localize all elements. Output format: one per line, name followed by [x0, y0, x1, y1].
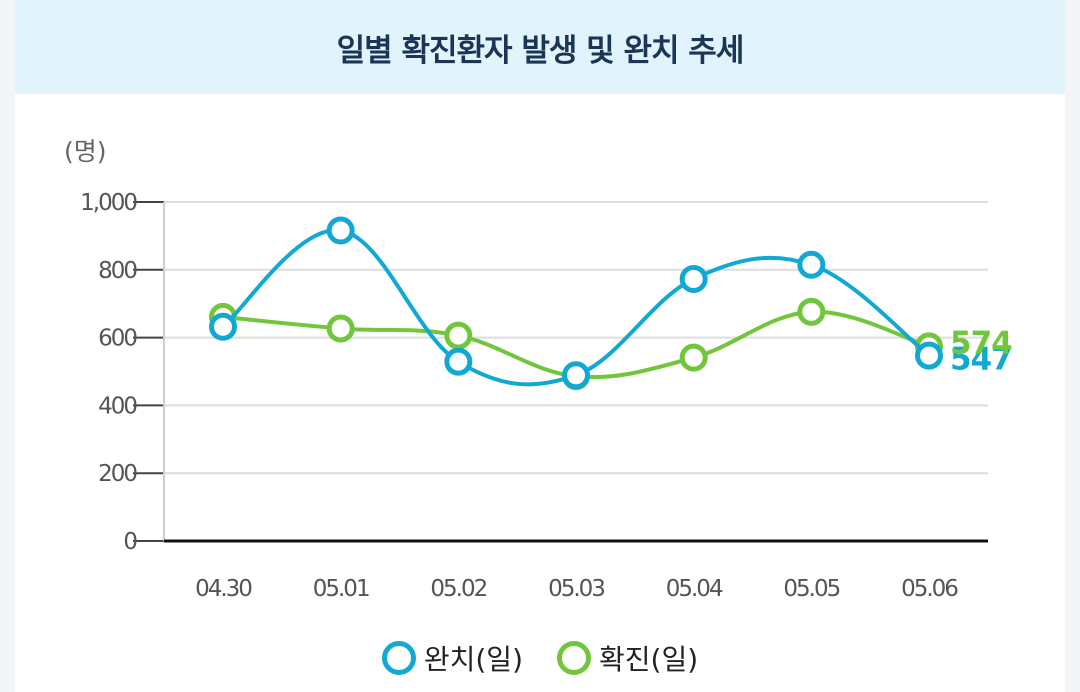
x-tick-label: 05.04 [666, 576, 723, 602]
data-point-confirmed [679, 343, 708, 372]
x-tick-label: 05.05 [783, 576, 839, 602]
legend-item-confirmed[interactable]: 확진(일) [557, 638, 698, 678]
data-point-recovered [209, 312, 237, 341]
data-point-confirmed [444, 321, 473, 350]
end-value-label-confirmed: 574 [950, 325, 1012, 361]
y-tick-label: 600 [98, 326, 137, 352]
chart-header: 일별 확진환자 발생 및 완치 추세 [15, 0, 1065, 94]
x-tick-label: 05.01 [313, 576, 369, 602]
data-point-recovered [562, 361, 590, 390]
chart-card [15, 0, 1065, 692]
data-point-recovered [326, 216, 355, 245]
y-tick-label: 0 [123, 529, 137, 555]
legend-marker-confirmed [557, 641, 591, 675]
y-axis-unit-label: (명) [64, 137, 107, 166]
data-point-recovered [915, 341, 943, 370]
data-point-recovered [679, 264, 708, 293]
y-tick-label: 1,000 [80, 190, 137, 216]
legend-label-recovered: 완치(일) [423, 643, 523, 676]
data-point-confirmed [797, 297, 826, 326]
legend-item-recovered[interactable]: 완치(일) [381, 638, 523, 678]
y-tick-label: 800 [98, 258, 137, 284]
y-tick-label: 400 [98, 393, 137, 419]
end-value-label-recovered: 547 [950, 342, 1012, 378]
x-tick-label: 05.06 [901, 576, 958, 602]
chart-legend: 완치(일) 확진(일) [0, 634, 1080, 682]
legend-marker-recovered [381, 641, 416, 675]
data-point-recovered [797, 250, 826, 279]
x-tick-label: 05.02 [430, 576, 486, 602]
chart-title: 일별 확진환자 발생 및 완치 추세 [336, 32, 745, 69]
y-tick-label: 200 [98, 461, 137, 487]
data-point-recovered [444, 347, 473, 376]
x-tick-label: 05.03 [548, 576, 604, 602]
x-tick-label: 04.30 [195, 576, 252, 602]
data-point-confirmed [326, 314, 355, 343]
legend-label-confirmed: 확진(일) [599, 643, 699, 676]
